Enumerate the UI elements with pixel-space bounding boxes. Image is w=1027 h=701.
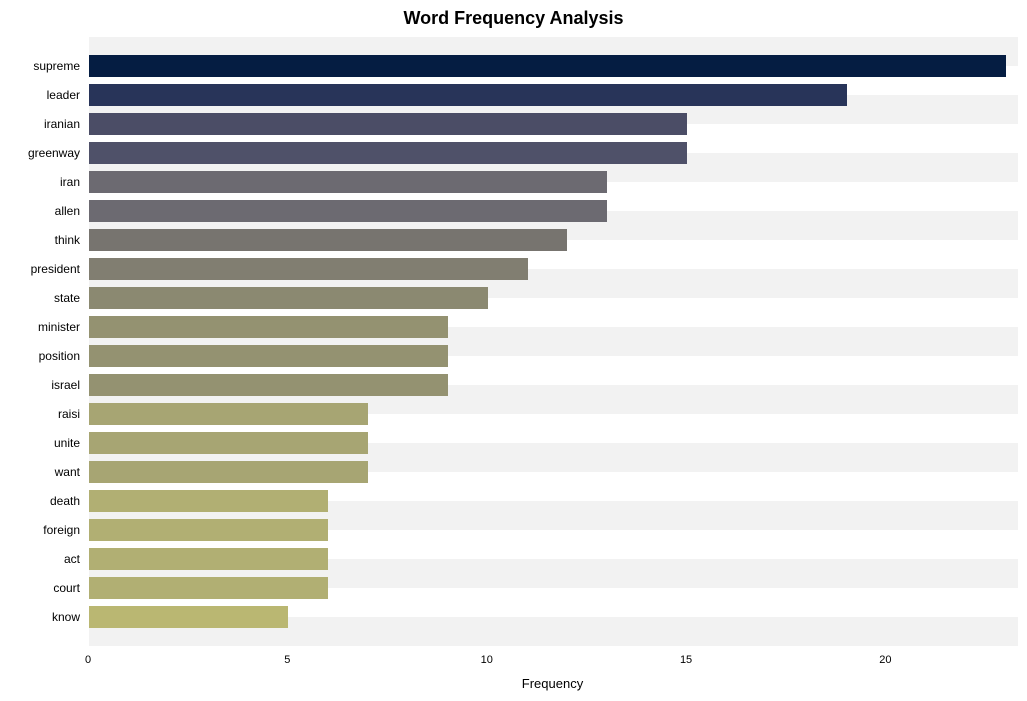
y-tick-label: want: [0, 465, 80, 479]
bar: [89, 606, 288, 628]
bar: [89, 287, 488, 309]
x-tick-label: 15: [680, 654, 692, 666]
bar: [89, 490, 328, 512]
y-tick-label: position: [0, 349, 80, 363]
y-tick-label: think: [0, 233, 80, 247]
y-tick-label: know: [0, 610, 80, 624]
y-tick-label: raisi: [0, 407, 80, 421]
y-tick-label: israel: [0, 378, 80, 392]
y-tick-label: death: [0, 494, 80, 508]
y-tick-label: act: [0, 552, 80, 566]
bar: [89, 345, 448, 367]
x-tick-label: 10: [481, 654, 493, 666]
bar: [89, 229, 567, 251]
bar: [89, 171, 607, 193]
word-frequency-chart: Word Frequency Analysis Frequency suprem…: [0, 0, 1027, 701]
bar: [89, 548, 328, 570]
chart-title: Word Frequency Analysis: [0, 8, 1027, 29]
y-tick-label: unite: [0, 436, 80, 450]
y-tick-label: leader: [0, 88, 80, 102]
y-tick-label: court: [0, 581, 80, 595]
bar: [89, 258, 528, 280]
y-tick-label: allen: [0, 204, 80, 218]
y-tick-label: state: [0, 291, 80, 305]
y-tick-label: iranian: [0, 117, 80, 131]
bar: [89, 142, 687, 164]
bar: [89, 316, 448, 338]
bar: [89, 577, 328, 599]
bar: [89, 374, 448, 396]
bar: [89, 200, 607, 222]
y-tick-label: foreign: [0, 523, 80, 537]
bar: [89, 84, 847, 106]
x-axis-title: Frequency: [88, 676, 1017, 691]
y-tick-label: greenway: [0, 146, 80, 160]
bar: [89, 55, 1006, 77]
y-tick-label: supreme: [0, 59, 80, 73]
bar: [89, 403, 368, 425]
x-tick-label: 5: [284, 654, 290, 666]
bar: [89, 519, 328, 541]
bar: [89, 461, 368, 483]
x-tick-label: 0: [85, 654, 91, 666]
x-tick-label: 20: [879, 654, 891, 666]
bar: [89, 432, 368, 454]
y-tick-label: minister: [0, 320, 80, 334]
bar: [89, 113, 687, 135]
y-tick-label: president: [0, 262, 80, 276]
plot-area: [88, 37, 1018, 646]
y-tick-label: iran: [0, 175, 80, 189]
